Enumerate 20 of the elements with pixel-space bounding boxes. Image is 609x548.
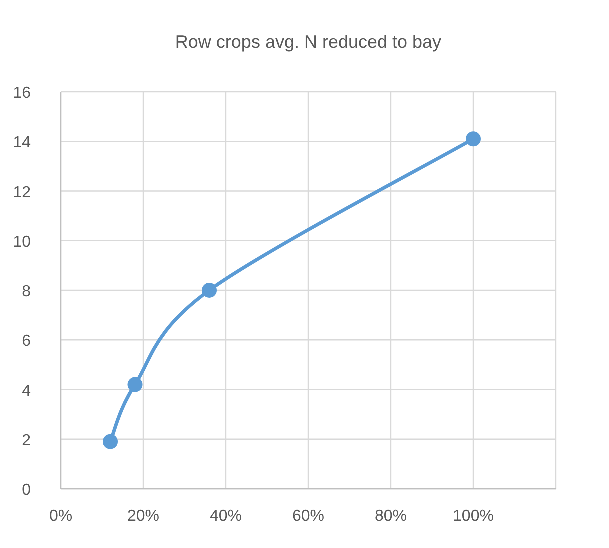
y-tick-label: 10 <box>13 234 32 251</box>
x-tick-label: 20% <box>127 508 160 525</box>
y-tick-label: 8 <box>22 284 32 300</box>
x-tick-label: 40% <box>210 508 242 525</box>
point <box>103 434 118 450</box>
x-tick-label: 60% <box>292 508 325 525</box>
point <box>466 132 481 147</box>
x-tick-label: 0% <box>49 508 73 525</box>
y-tick-label: 2 <box>22 432 32 450</box>
point <box>202 283 217 298</box>
chart-title: Row crops avg. N reduced to bay <box>174 32 443 53</box>
point <box>128 377 143 392</box>
y-tick-label: 16 <box>13 85 32 102</box>
x-tick-label: 100% <box>453 508 494 525</box>
y-tick-label: 4 <box>22 382 32 400</box>
y-tick-label: 12 <box>13 184 32 202</box>
y-tick-label: 6 <box>22 333 32 350</box>
y-tick-label: 14 <box>13 134 32 152</box>
y-tick-label: 0 <box>22 482 32 499</box>
x-tick-label: 80% <box>374 508 408 525</box>
